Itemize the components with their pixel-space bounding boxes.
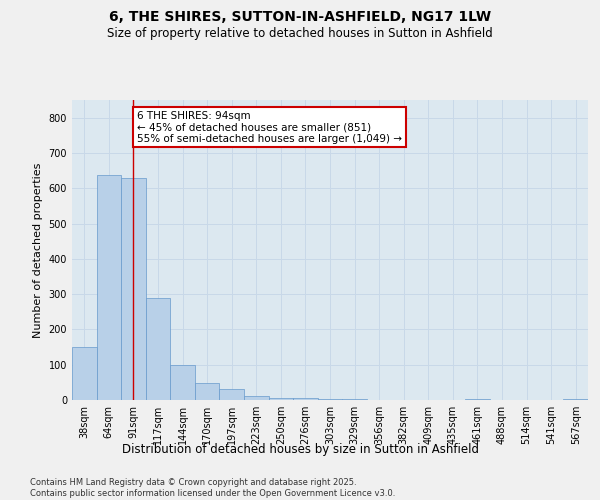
Bar	[97, 175, 121, 400]
Bar	[269, 398, 293, 400]
Text: 6 THE SHIRES: 94sqm
← 45% of detached houses are smaller (851)
55% of semi-detac: 6 THE SHIRES: 94sqm ← 45% of detached ho…	[137, 110, 402, 144]
Bar	[195, 384, 220, 400]
Text: Size of property relative to detached houses in Sutton in Ashfield: Size of property relative to detached ho…	[107, 28, 493, 40]
Text: Contains HM Land Registry data © Crown copyright and database right 2025.
Contai: Contains HM Land Registry data © Crown c…	[30, 478, 395, 498]
Y-axis label: Number of detached properties: Number of detached properties	[33, 162, 43, 338]
Bar	[146, 298, 170, 400]
Bar	[72, 347, 97, 400]
Bar	[293, 398, 318, 400]
Bar	[220, 390, 244, 400]
Bar	[121, 178, 146, 400]
Text: Distribution of detached houses by size in Sutton in Ashfield: Distribution of detached houses by size …	[121, 442, 479, 456]
Bar	[244, 396, 269, 400]
Text: 6, THE SHIRES, SUTTON-IN-ASHFIELD, NG17 1LW: 6, THE SHIRES, SUTTON-IN-ASHFIELD, NG17 …	[109, 10, 491, 24]
Bar	[170, 364, 195, 400]
